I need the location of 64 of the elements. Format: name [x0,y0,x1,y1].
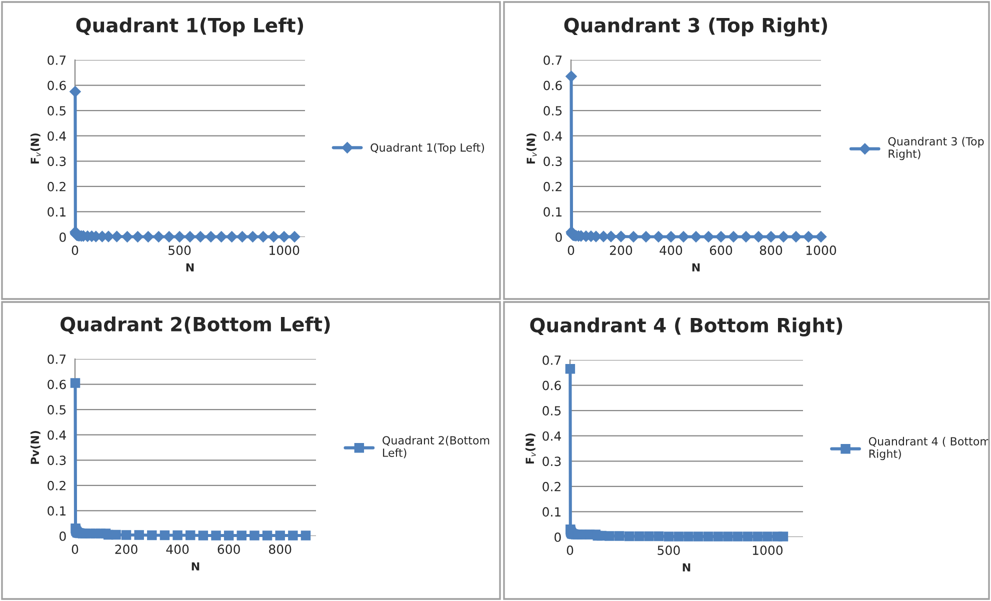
x-tick-label: 1000 [752,546,783,556]
chart-title: Quandrant 3 (Top Right) [564,17,828,36]
y-tick-label: 0 [60,232,66,242]
y-tick-label: 0.1 [544,207,562,217]
chart-title: Quadrant 2(Bottom Left) [60,316,330,334]
y-tick-label: 0 [554,532,561,542]
y-tick-label: 0.1 [542,507,561,517]
y-axis-title: F$_{v}$(N) [30,133,41,164]
y-tick-label: 0.6 [48,80,66,90]
x-tick-label: 0 [72,246,78,256]
y-axis-title: F$_{v}$(N) [526,133,537,164]
y-tick-label: 0.7 [542,355,561,365]
legend-label: Quadrant 2(Bottom Left) [382,436,490,458]
y-tick-label: 0.2 [542,482,560,492]
y-tick-label: 0.6 [48,380,66,390]
y-tick-label: 0.7 [48,55,66,65]
x-axis-title: N [192,562,200,570]
x-tick-label: 200 [610,246,632,256]
x-tick-label: 800 [269,544,292,554]
y-tick-label: 0.5 [544,106,562,116]
x-tick-label: 800 [760,246,782,256]
y-tick-label: 0.3 [48,456,66,466]
chart-title: Quandrant 4 ( Bottom Right) [530,317,842,336]
y-tick-label: 0.5 [48,106,66,116]
legend-label: Quadrant 1(Top Left) [370,143,484,154]
y-axis-title: F$_{v}$(N) [525,433,536,464]
x-tick-label: 0 [566,546,574,556]
y-tick-label: 0.3 [48,156,66,166]
x-tick-label: 0 [72,544,78,554]
chart-title: Quadrant 1(Top Left) [76,17,304,36]
x-tick-label: 1000 [806,246,836,256]
y-tick-label: 0.5 [48,405,66,414]
x-tick-label: 400 [660,246,682,256]
y-tick-label: 0 [556,232,562,242]
x-axis-title: N [682,563,690,572]
x-axis-title: N [186,263,194,272]
y-tick-label: 0.6 [542,380,561,390]
x-tick-label: 600 [710,246,732,256]
y-tick-label: 0.7 [48,354,66,364]
y-tick-label: 0.7 [544,55,562,65]
x-axis-title: N [692,263,700,272]
x-tick-label: 1000 [270,246,300,256]
x-tick-label: 0 [568,246,574,256]
y-tick-label: 0.1 [48,207,66,217]
legend-label: Quandrant 3 (Top Right) [888,136,984,160]
x-tick-label: 500 [658,546,680,556]
y-tick-label: 0.4 [544,131,562,141]
y-tick-label: 0.3 [544,156,562,166]
y-tick-label: 0.5 [542,406,561,416]
y-tick-label: 0 [60,531,66,541]
y-tick-label: 0.6 [544,80,562,90]
y-tick-label: 0.2 [48,182,66,192]
x-tick-label: 200 [115,544,138,554]
y-tick-label: 0.1 [48,506,66,516]
x-tick-label: 600 [218,544,240,554]
y-axis-title: Pv(N) [30,431,40,464]
y-tick-label: 0.4 [48,131,66,141]
y-tick-label: 0.3 [542,456,561,466]
x-tick-label: 500 [168,246,191,256]
y-tick-label: 0.4 [48,430,66,440]
x-tick-label: 400 [166,544,189,554]
y-tick-label: 0.2 [48,480,66,490]
y-tick-label: 0.2 [544,182,562,192]
y-tick-label: 0.4 [542,431,561,441]
